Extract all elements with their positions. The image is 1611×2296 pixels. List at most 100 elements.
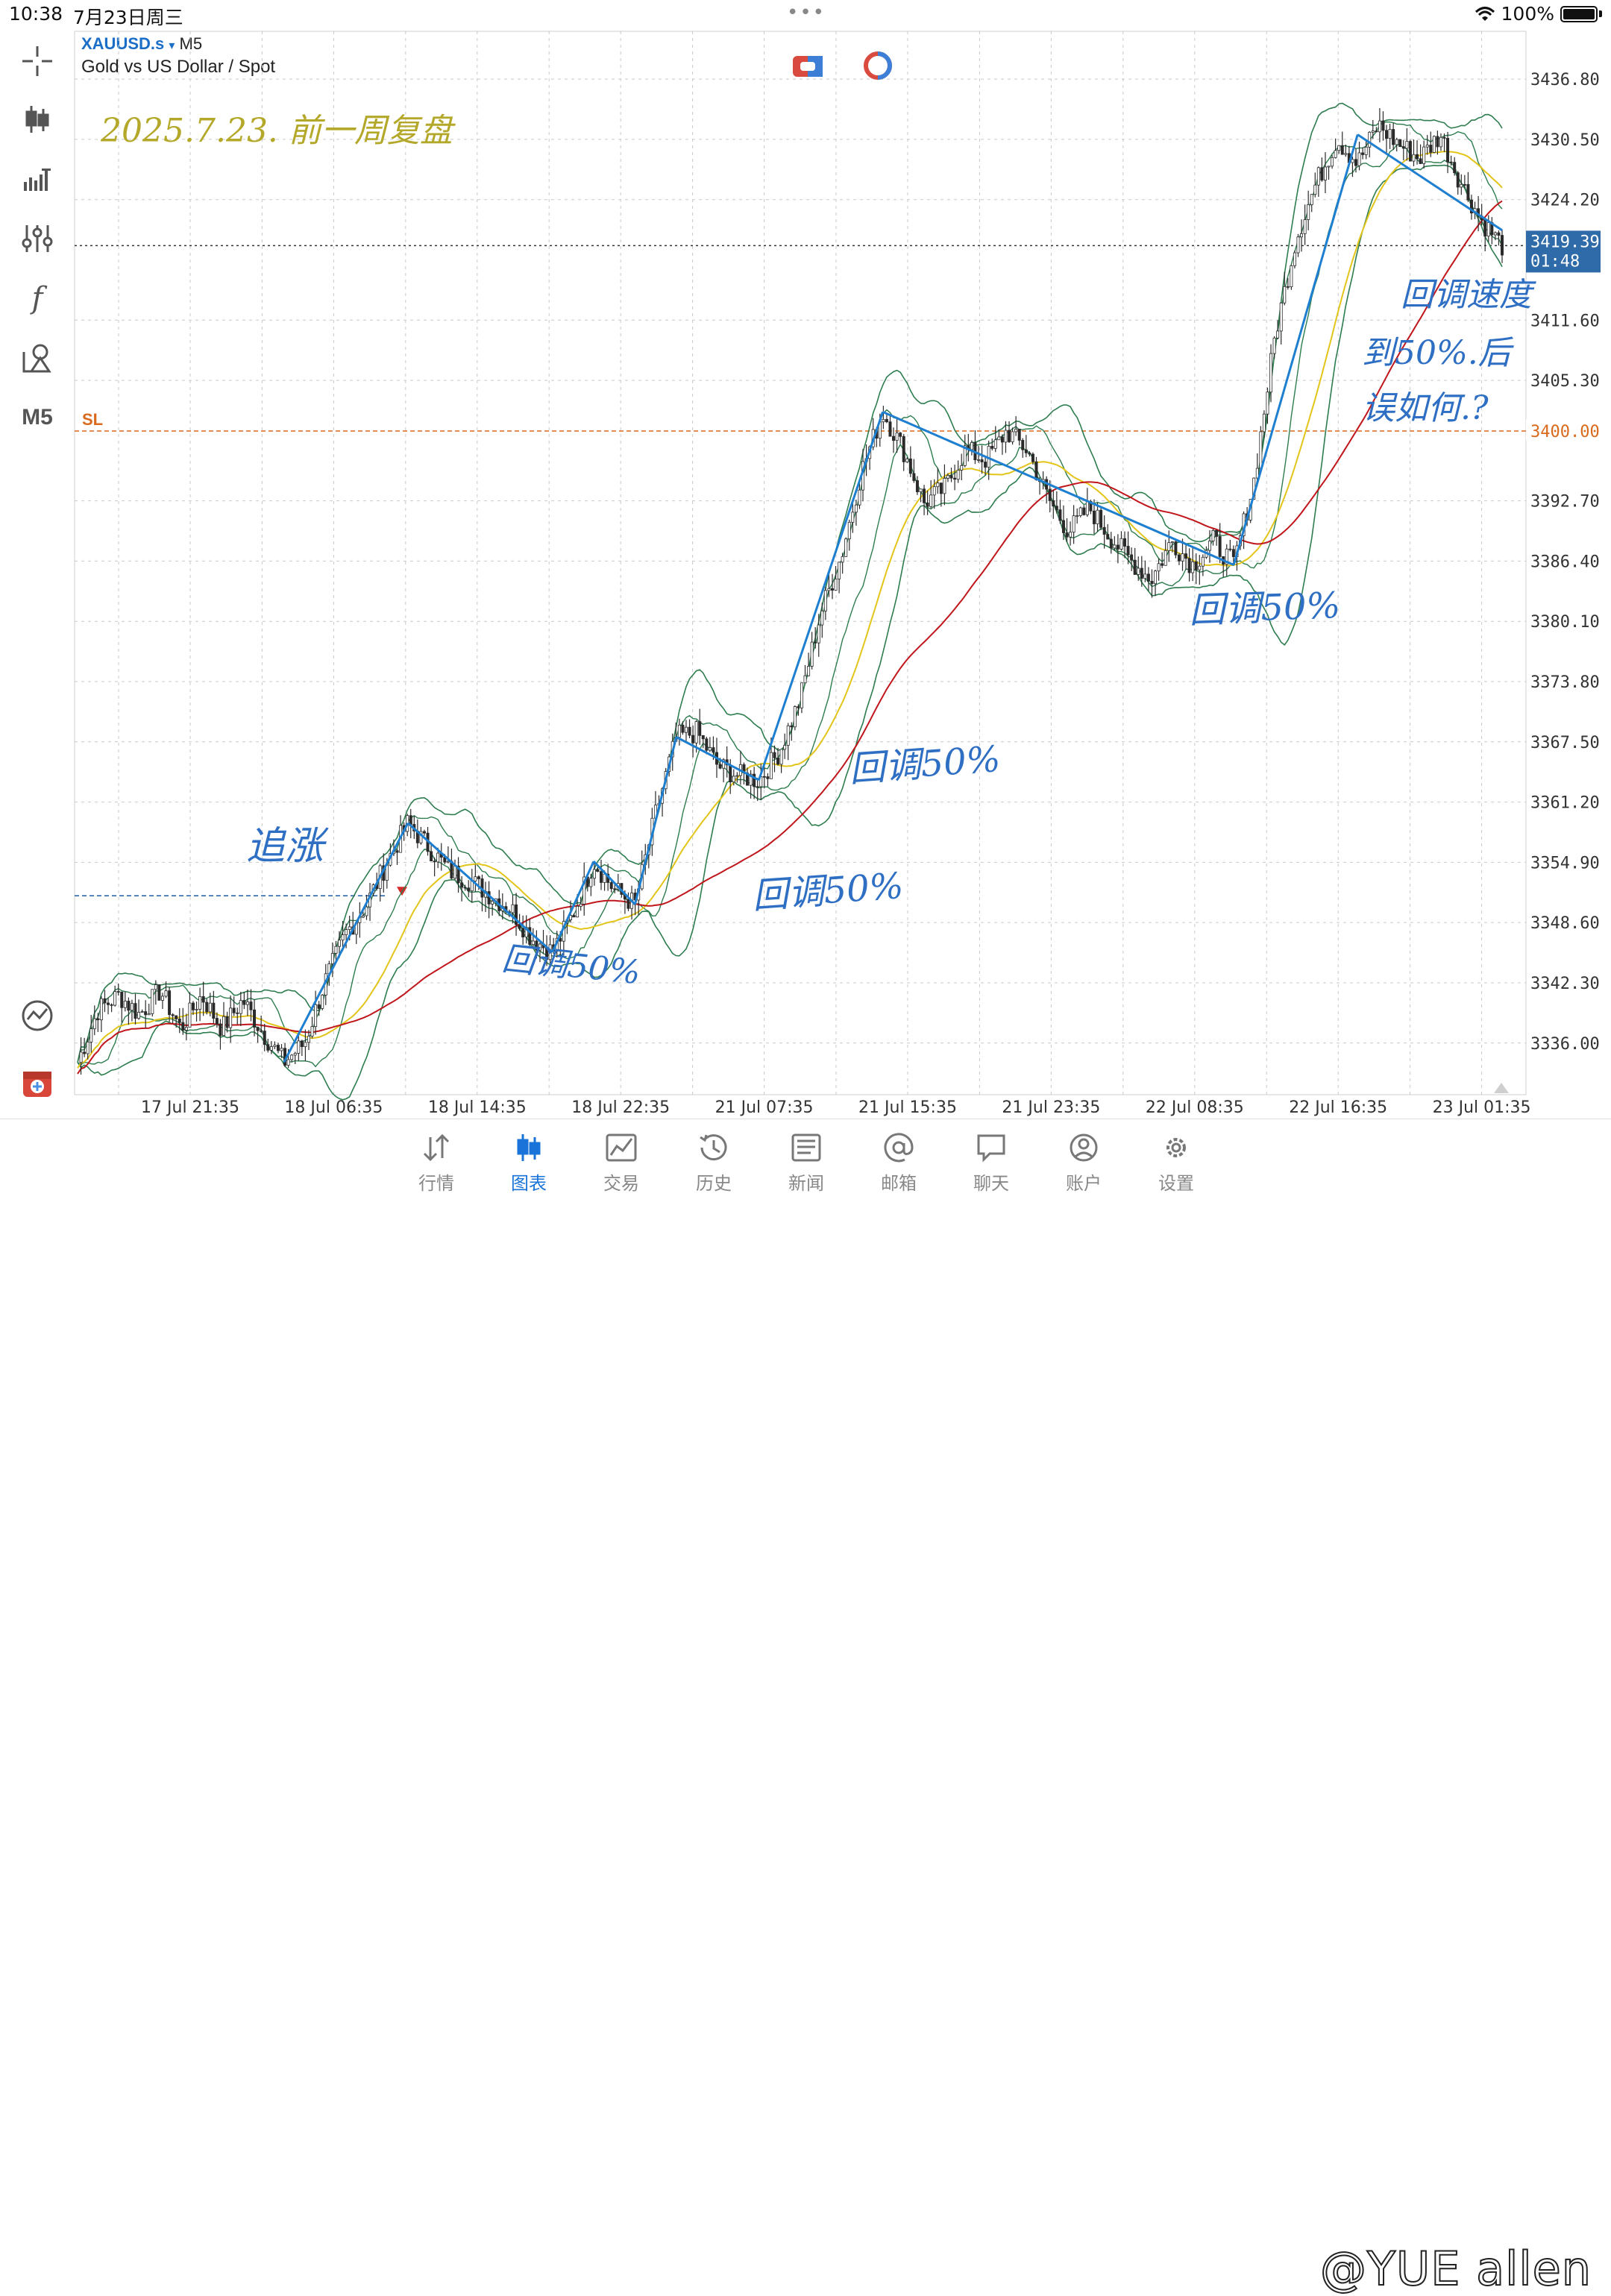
candle-body <box>1177 554 1181 562</box>
candle-body <box>1388 129 1392 139</box>
candle-body <box>1334 150 1337 158</box>
tab-mail[interactable]: 邮箱 <box>861 1133 936 1195</box>
candle-body <box>253 1009 257 1028</box>
candle-body <box>1198 565 1202 570</box>
candle-body <box>769 752 773 779</box>
candle-body <box>1463 183 1466 186</box>
candle-body <box>334 946 338 954</box>
candle-body <box>140 1011 144 1013</box>
candle-body <box>613 888 617 890</box>
candle-body <box>297 1040 301 1054</box>
buy-sell-toggle-icon[interactable] <box>793 56 823 77</box>
candle-body <box>1031 453 1034 462</box>
objects-icon[interactable] <box>13 334 61 382</box>
candle-body <box>90 1028 93 1042</box>
candle-body <box>1069 532 1073 538</box>
trend-line-segment[interactable] <box>758 411 884 781</box>
chart-symbol-header[interactable]: XAUUSD.s ▾ M5 <box>81 34 202 54</box>
candlestick-icon[interactable] <box>13 95 61 143</box>
candle-body <box>762 776 766 778</box>
candle-body <box>341 934 345 941</box>
one-click-trading-icon[interactable] <box>864 51 892 80</box>
candle-body <box>245 1001 249 1005</box>
candle-body <box>1116 544 1119 550</box>
candle-body <box>1181 553 1184 562</box>
symbol-name[interactable]: XAUUSD.s <box>81 34 165 53</box>
tab-settings[interactable]: 设置 <box>1139 1133 1213 1195</box>
candle-body <box>1072 515 1075 533</box>
candle-body <box>1395 139 1398 145</box>
candle-body <box>1442 136 1446 139</box>
candle-body <box>1419 158 1422 164</box>
tab-quotes[interactable]: 行情 <box>399 1133 474 1195</box>
candle-body <box>1157 563 1161 572</box>
function-icon[interactable]: f <box>31 281 43 315</box>
trend-line-segment[interactable] <box>1232 134 1359 565</box>
candle-body <box>899 433 902 437</box>
candle-body <box>1065 532 1069 538</box>
trend-line-segment[interactable] <box>882 411 1234 566</box>
symbol-dropdown-icon[interactable]: ▾ <box>169 40 175 52</box>
candle-body <box>1432 136 1436 153</box>
trend-line-segment[interactable] <box>592 861 636 905</box>
note-chase: 追涨 <box>246 824 329 869</box>
time-tick-label: 18 Jul 14:35 <box>428 1098 527 1117</box>
candle-body <box>1259 431 1263 469</box>
stop-loss-label[interactable]: SL <box>82 410 103 429</box>
candle-body <box>178 1019 181 1023</box>
candle-body <box>293 1053 297 1056</box>
trend-line-segment[interactable] <box>406 822 553 954</box>
candle-body <box>395 850 399 853</box>
left-toolbar: f M5 <box>0 30 75 1119</box>
candle-body <box>1412 154 1416 162</box>
tab-trade[interactable]: 交易 <box>584 1133 659 1195</box>
candle-body <box>521 928 525 938</box>
trend-lines[interactable] <box>283 133 1503 1063</box>
candle-body <box>137 1012 141 1019</box>
price-tick-label: 3424.20 <box>1530 192 1600 210</box>
price-chart[interactable]: 3436.80 3430.50 3424.20 3411.60 3405.30 3392.… <box>0 0 1611 1119</box>
trend-line-segment[interactable] <box>676 736 760 781</box>
candle-body <box>1316 167 1320 186</box>
crosshair-icon[interactable] <box>13 37 61 85</box>
candle-body <box>1469 199 1473 214</box>
add-chart-icon[interactable] <box>13 1060 61 1108</box>
candle-body <box>600 871 603 883</box>
tab-news[interactable]: 新闻 <box>769 1133 844 1195</box>
candle-body <box>1191 562 1195 573</box>
trend-line-segment[interactable] <box>551 861 595 953</box>
tab-history[interactable]: 历史 <box>676 1133 751 1195</box>
candle-body <box>304 1042 307 1048</box>
candle-body <box>776 758 780 765</box>
trend-chart-icon[interactable] <box>13 992 61 1040</box>
candle-body <box>280 1048 283 1051</box>
candle-body <box>1146 573 1150 582</box>
tab-chat[interactable]: 聊天 <box>954 1133 1029 1195</box>
candle-body <box>830 588 834 591</box>
trend-line-segment[interactable] <box>283 823 409 1063</box>
candle-body <box>345 929 348 936</box>
trend-line-segment[interactable] <box>1357 133 1503 231</box>
indicator-bars-icon[interactable] <box>13 155 61 203</box>
candle-body <box>691 735 695 743</box>
time-axis: 17 Jul 21:35 18 Jul 06:35 18 Jul 14:35 18 J… <box>141 1098 1531 1117</box>
candle-body <box>232 1007 236 1013</box>
candle-body <box>576 905 580 918</box>
trend-line-segment[interactable] <box>633 737 678 905</box>
tab-chart[interactable]: 图表 <box>492 1133 566 1195</box>
multitask-dots[interactable]: ••• <box>787 1 826 24</box>
candle-body <box>1439 136 1442 148</box>
sliders-icon[interactable] <box>13 215 61 262</box>
candle-body <box>1092 510 1096 524</box>
candle-body <box>1052 500 1055 507</box>
candle-body <box>1337 145 1341 151</box>
timeframe-label[interactable]: M5 <box>22 405 53 430</box>
candle-body <box>749 773 753 786</box>
candle-body <box>1272 337 1276 354</box>
candle-body <box>1385 130 1389 139</box>
note-date: 2025.7.23. 前一周复盘 <box>100 112 456 150</box>
tab-account[interactable]: 账户 <box>1046 1133 1121 1195</box>
scroll-end-marker[interactable] <box>1494 1083 1509 1093</box>
candle-body <box>1323 166 1327 180</box>
candle-body <box>147 1013 151 1016</box>
